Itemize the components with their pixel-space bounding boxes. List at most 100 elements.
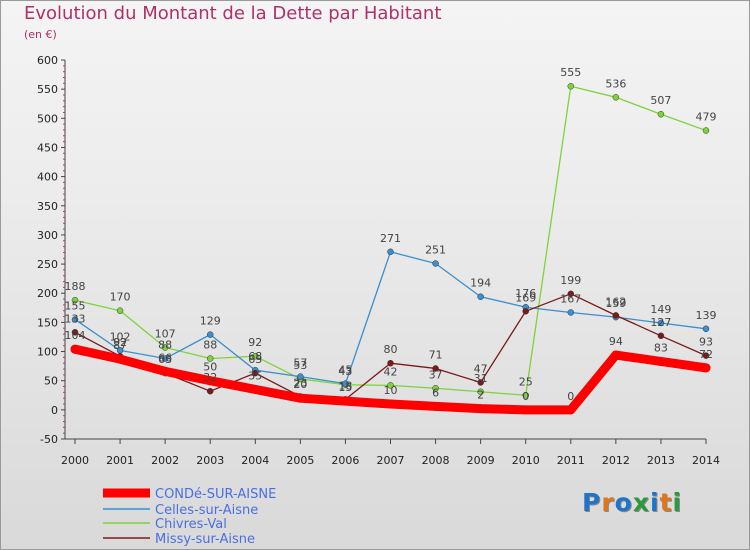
data-point (566, 405, 576, 415)
data-label: 35 (248, 369, 262, 382)
data-label: 271 (380, 232, 401, 245)
data-label: 57 (293, 357, 307, 370)
logo-letter: o (614, 488, 633, 517)
x-tick-label: 2004 (241, 454, 269, 467)
data-point (657, 110, 665, 118)
y-tick-label: 550 (37, 83, 58, 96)
data-label: 45 (338, 364, 352, 377)
y-tick-label: 300 (37, 229, 58, 242)
data-label: 167 (560, 292, 581, 305)
data-label: 159 (605, 297, 626, 310)
data-point (115, 354, 125, 364)
data-point (205, 376, 215, 386)
x-tick-label: 2010 (512, 454, 540, 467)
data-point (250, 384, 260, 394)
data-point (432, 385, 439, 392)
data-label: 104 (65, 329, 86, 342)
x-tick-label: 2002 (151, 454, 179, 467)
data-point (656, 356, 666, 366)
data-label: 149 (650, 303, 671, 316)
y-tick-label: -50 (40, 433, 58, 446)
data-point (567, 309, 575, 316)
logo-letter: i (672, 488, 683, 517)
x-tick-label: 2006 (331, 454, 359, 467)
data-point (70, 344, 80, 354)
data-label: 92 (248, 336, 262, 349)
data-point (431, 401, 441, 411)
data-point (702, 352, 710, 359)
y-tick-label: 200 (37, 287, 58, 300)
data-label: 37 (429, 368, 443, 381)
series-lines (70, 82, 711, 415)
y-tick-label: 100 (37, 346, 58, 359)
data-label: 71 (429, 348, 443, 361)
data-point (386, 399, 395, 409)
legend-label: Chivres-Val (155, 517, 227, 532)
data-point (71, 296, 79, 304)
data-label: 10 (384, 384, 398, 397)
data-point (702, 325, 710, 333)
data-label: 53 (293, 359, 307, 372)
data-label: 2 (477, 389, 484, 402)
data-label: 155 (65, 299, 86, 312)
x-tick-label: 2009 (467, 454, 495, 467)
axes: -500501001502002503003504004505005506002… (37, 54, 720, 467)
data-point (71, 316, 79, 323)
data-label: 87 (113, 339, 127, 352)
data-label: 25 (519, 375, 533, 388)
data-label: 68 (248, 350, 262, 363)
data-point (657, 332, 665, 340)
data-label: 199 (560, 274, 581, 287)
data-point (432, 365, 439, 372)
y-tick-label: 350 (37, 200, 58, 213)
chart-unit-label: (en €) (24, 28, 57, 41)
data-point (340, 396, 350, 406)
data-point (567, 82, 575, 90)
data-label: 6 (432, 386, 439, 399)
data-point (657, 319, 665, 327)
logo-letter: x (632, 488, 650, 517)
data-label: 83 (654, 341, 668, 354)
data-point (476, 404, 486, 414)
data-label: 15 (338, 381, 352, 394)
proxiti-logo: Proxiti (582, 488, 682, 517)
y-tick-label: 500 (37, 112, 58, 125)
data-label: 31 (474, 372, 488, 385)
data-point (252, 352, 259, 360)
y-tick-label: 250 (37, 258, 58, 271)
data-label: 107 (155, 327, 176, 340)
data-label: 139 (696, 309, 717, 322)
data-label: 479 (696, 111, 717, 124)
logo-letter: t (659, 488, 673, 517)
data-point (611, 350, 621, 360)
x-tick-label: 2001 (106, 454, 134, 467)
data-point (116, 307, 124, 314)
data-label: 32 (203, 371, 217, 384)
legend: CONDé-SUR-AISNECelles-sur-AisneChivres-V… (103, 487, 276, 547)
data-label: 80 (384, 343, 398, 356)
data-label: 133 (65, 312, 86, 325)
data-point (295, 393, 305, 403)
x-tick-label: 2012 (602, 454, 630, 467)
x-tick-label: 2000 (61, 454, 89, 467)
x-tick-label: 2008 (422, 454, 450, 467)
y-tick-label: 0 (51, 404, 58, 417)
data-point (612, 312, 620, 319)
data-label: 18 (338, 379, 352, 392)
x-tick-label: 2013 (647, 454, 675, 467)
y-tick-label: 600 (37, 54, 58, 67)
data-point (612, 94, 620, 101)
data-point (71, 329, 79, 336)
data-label: 63 (158, 353, 172, 366)
data-point (522, 308, 529, 315)
legend-label: Celles-sur-Aisne (155, 503, 258, 518)
data-label: 88 (203, 339, 217, 352)
data-point (702, 127, 710, 134)
data-point (522, 392, 529, 399)
data-point (206, 355, 214, 362)
data-label: 50 (203, 361, 217, 374)
data-label: 555 (560, 66, 581, 79)
data-label: 63 (248, 353, 262, 366)
